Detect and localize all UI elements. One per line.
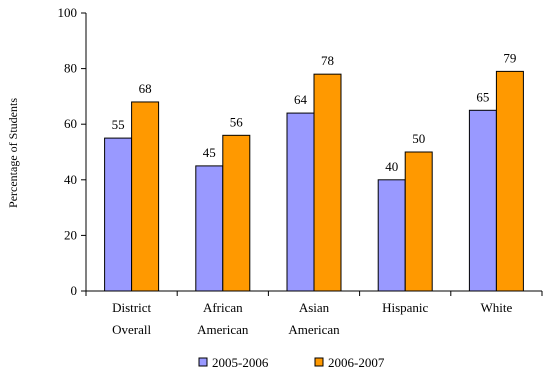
- y-tick-label: 100: [58, 5, 78, 20]
- data-label: 45: [203, 145, 216, 160]
- legend: 2005-2006 2006-2007: [198, 355, 385, 370]
- data-label: 50: [412, 131, 425, 146]
- bar: [131, 101, 160, 292]
- axes: 0 20 40 60 80 100: [58, 5, 543, 298]
- bar: [195, 165, 224, 292]
- y-tick-label: 20: [64, 227, 77, 242]
- x-tick-label: American: [197, 322, 249, 337]
- data-label: 56: [230, 114, 244, 129]
- x-tick-label: Overall: [112, 322, 151, 337]
- legend-swatch: [198, 357, 208, 367]
- x-tick-label: Asian: [299, 300, 330, 315]
- y-tick-label: 0: [71, 283, 78, 298]
- bars: [104, 70, 524, 292]
- x-tick-label: African: [203, 300, 243, 315]
- legend-label: 2005-2006: [212, 355, 269, 370]
- bar: [404, 151, 433, 292]
- x-tick-label: American: [288, 322, 340, 337]
- data-label: 65: [476, 89, 489, 104]
- bar: [286, 112, 315, 292]
- x-tick-label: White: [481, 300, 513, 315]
- bar: [222, 134, 251, 292]
- data-label: 78: [321, 53, 334, 68]
- x-tick-label: Hispanic: [382, 300, 428, 315]
- data-label: 79: [503, 50, 516, 65]
- y-tick-label: 80: [64, 61, 77, 76]
- data-label: 64: [294, 92, 308, 107]
- legend-label: 2006-2007: [328, 355, 385, 370]
- bar: [495, 70, 524, 292]
- x-tick-label: District: [112, 300, 151, 315]
- data-label: 68: [139, 81, 152, 96]
- labels: 55 68 District Overall 45 56 African American 64…: [112, 50, 517, 337]
- data-label: 40: [385, 159, 398, 174]
- data-label: 55: [112, 117, 125, 132]
- y-tick-label: 60: [64, 116, 77, 131]
- y-tick-label: 40: [64, 172, 77, 187]
- bar: [468, 109, 497, 292]
- bar: [377, 179, 406, 292]
- bar: [313, 73, 342, 292]
- bar: [104, 137, 133, 292]
- legend-swatch: [314, 357, 324, 367]
- y-axis-title: Percentage of Students: [6, 98, 20, 208]
